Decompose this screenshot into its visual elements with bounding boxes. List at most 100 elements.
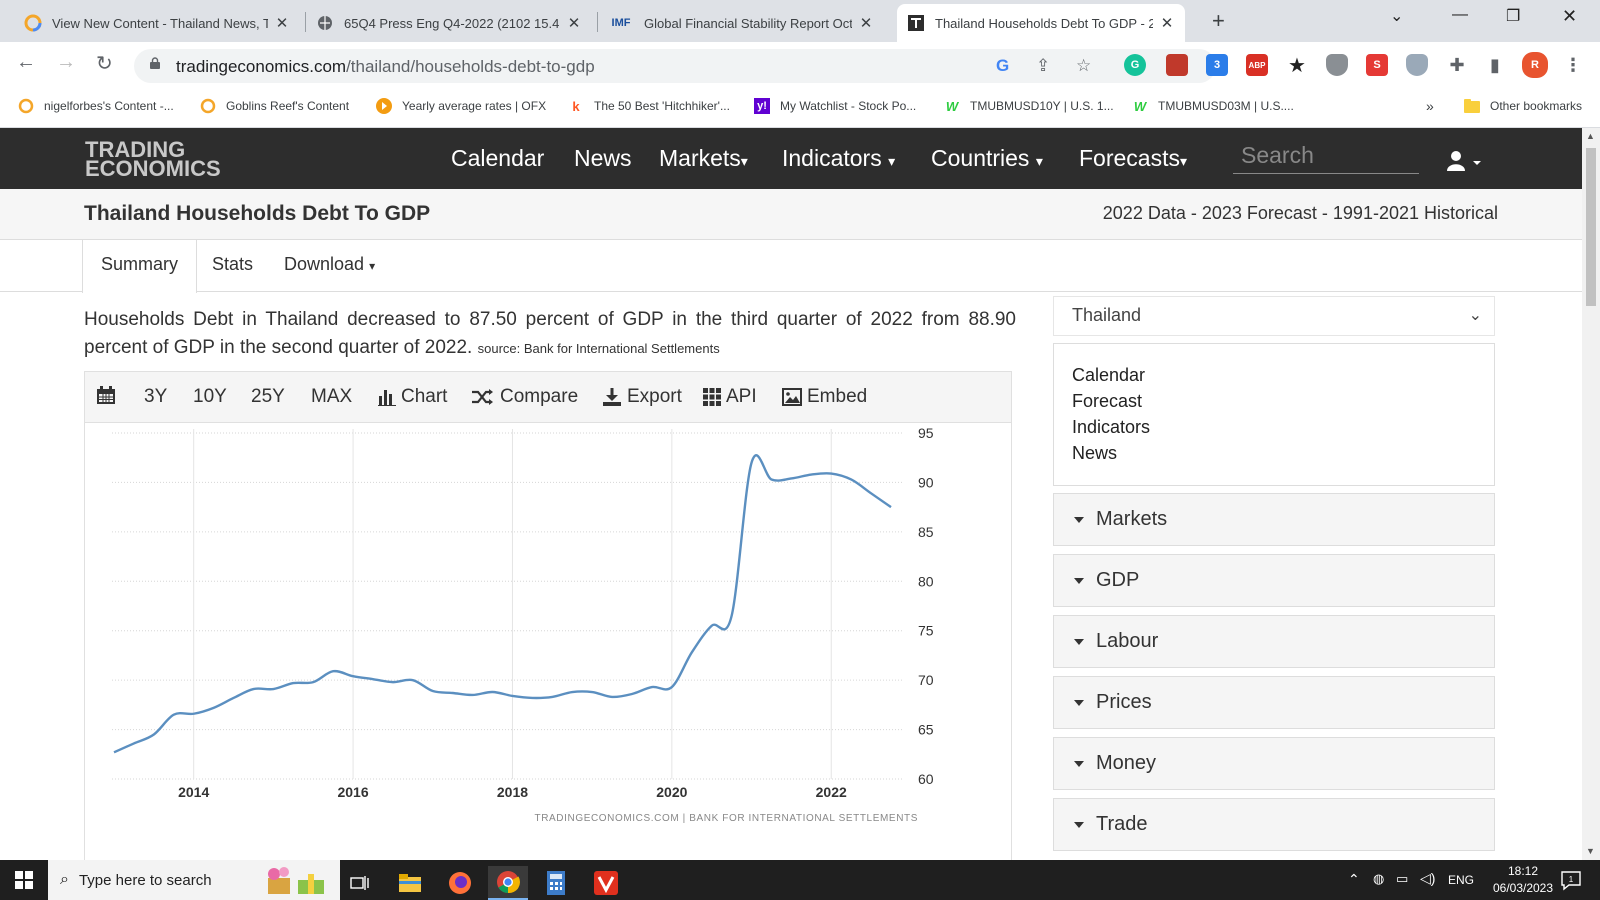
range-10y-button[interactable]: 10Y	[193, 386, 227, 407]
user-menu[interactable]	[1446, 150, 1482, 177]
chrome-icon[interactable]	[488, 866, 528, 900]
tab-strip: View New Content - Thailand News, Tra ✕ …	[0, 0, 1600, 42]
scroll-up-arrow[interactable]: ▲	[1586, 131, 1595, 141]
s-extension-icon[interactable]: S	[1366, 54, 1388, 76]
privacy-shield-icon[interactable]	[1406, 54, 1428, 76]
shield-icon[interactable]	[1326, 54, 1348, 76]
share-icon[interactable]: ⇪	[1036, 56, 1051, 75]
bookmark-item[interactable]: y! My Watchlist - Stock Po...	[754, 98, 916, 114]
page-scrollbar[interactable]: ▲ ▼	[1582, 128, 1600, 860]
tab-title: 65Q4 Press Eng Q4-2022 (2102 15.46).p	[344, 15, 560, 31]
window-close-icon[interactable]: ✕	[1562, 6, 1578, 26]
volume-icon[interactable]: ◁)	[1420, 870, 1436, 886]
meet-now-icon[interactable]: ◍	[1373, 871, 1385, 886]
country-select[interactable]: Thailand ⌄	[1053, 296, 1495, 336]
side-panel-icon[interactable]: ▮	[1490, 54, 1500, 75]
bookmark-item[interactable]: k The 50 Best 'Hitchhiker'...	[568, 98, 730, 114]
taskbar-search[interactable]: ⌕ Type here to search	[48, 860, 340, 900]
task-view-icon[interactable]	[340, 866, 380, 900]
new-tab-button[interactable]: +	[1212, 8, 1225, 33]
export-button[interactable]: Export	[602, 386, 682, 408]
side-link-indicators[interactable]: Indicators	[1072, 417, 1151, 437]
windows-start-icon[interactable]	[4, 863, 44, 897]
calculator-icon[interactable]	[536, 866, 576, 900]
star-extension-icon[interactable]: ★	[1288, 54, 1306, 77]
compare-button[interactable]: Compare	[471, 386, 578, 408]
accordion-trade[interactable]: Trade	[1053, 798, 1495, 851]
embed-button[interactable]: Embed	[782, 386, 867, 408]
menu-kebab-icon[interactable]: ⋮	[1564, 54, 1582, 75]
tab-thailand-debt[interactable]: Thailand Households Debt To GDP - 202 ✕	[897, 4, 1185, 42]
nav-markets[interactable]: Markets▾	[659, 145, 748, 171]
accordion-labour[interactable]: Labour	[1053, 615, 1495, 668]
accordion-money[interactable]: Money	[1053, 737, 1495, 790]
windows-taskbar: ⌕ Type here to search ⌃ ◍ ▭ ◁) ENG 18:12…	[0, 860, 1600, 900]
tab-stats[interactable]: Stats	[212, 254, 254, 274]
puzzle-extensions-icon[interactable]: ✚	[1449, 54, 1465, 75]
caret-down-icon: ▾	[1179, 153, 1188, 169]
minimize-icon[interactable]: —	[1452, 6, 1468, 23]
tab-press-release[interactable]: 65Q4 Press Eng Q4-2022 (2102 15.46).p ✕	[306, 4, 592, 42]
profile-avatar[interactable]: R	[1522, 52, 1548, 78]
scroll-down-arrow[interactable]: ▼	[1586, 846, 1595, 856]
address-bar[interactable]: tradingeconomics.com/thailand/households…	[134, 49, 1216, 83]
close-icon[interactable]: ✕	[859, 15, 873, 32]
vivaldi-icon[interactable]	[586, 866, 626, 900]
side-link-calendar[interactable]: Calendar	[1072, 365, 1146, 385]
close-icon[interactable]: ✕	[567, 15, 581, 32]
bookmark-item[interactable]: nigelforbes's Content -...	[18, 98, 174, 114]
bookmark-ext-icon[interactable]	[1166, 54, 1188, 76]
bookmark-item[interactable]: W TMUBMUSD03M | U.S....	[1133, 98, 1294, 114]
back-icon[interactable]: ←	[16, 51, 36, 73]
chart-type-button[interactable]: Chart	[378, 386, 447, 408]
api-button[interactable]: API	[703, 386, 757, 408]
nav-calendar[interactable]: Calendar	[451, 145, 545, 171]
country-links: Calendar Forecast Indicators News	[1053, 343, 1495, 486]
trading-economics-logo[interactable]: TRADING ECONOMICS	[85, 137, 221, 181]
bookmark-star-icon[interactable]: ☆	[1076, 56, 1092, 75]
restore-icon[interactable]: ❐	[1506, 8, 1521, 25]
site-search-input[interactable]: Search	[1233, 142, 1419, 174]
tab-download[interactable]: Download ▾	[284, 254, 376, 274]
language-indicator[interactable]: ENG	[1448, 873, 1475, 887]
tab-view-new-content[interactable]: View New Content - Thailand News, Tra ✕	[14, 4, 300, 42]
tab-summary[interactable]: Summary	[82, 240, 198, 293]
accordion-markets[interactable]: Markets	[1053, 493, 1495, 546]
adblock-plus-icon[interactable]: ABP	[1246, 54, 1268, 76]
clock[interactable]: 18:12 06/03/2023	[1490, 864, 1556, 895]
scroll-thumb[interactable]	[1586, 148, 1596, 306]
bookmark-item[interactable]: Yearly average rates | OFX	[376, 98, 546, 114]
firefox-icon[interactable]	[440, 866, 480, 900]
bookmark-item[interactable]: W TMUBMUSD10Y | U.S. 1...	[945, 98, 1114, 114]
close-icon[interactable]: ✕	[275, 15, 289, 32]
file-explorer-icon[interactable]	[390, 866, 430, 900]
circle-logo-icon	[200, 98, 216, 114]
tray-overflow-icon[interactable]: ⌃	[1348, 871, 1360, 887]
nav-news[interactable]: News	[574, 145, 632, 171]
side-link-forecast[interactable]: Forecast	[1072, 391, 1143, 411]
tab-search-icon[interactable]: ⌄	[1390, 8, 1404, 25]
notifications-icon[interactable]: 1	[1560, 869, 1582, 894]
network-icon[interactable]: ▭	[1396, 871, 1409, 886]
close-icon[interactable]: ✕	[1160, 15, 1174, 32]
nav-countries[interactable]: Countries ▾	[931, 145, 1043, 171]
gerry-extension-icon[interactable]: 3	[1206, 54, 1228, 76]
page-subtitle: 2022 Data - 2023 Forecast - 1991-2021 Hi…	[1102, 203, 1498, 223]
range-3y-button[interactable]: 3Y	[144, 386, 168, 407]
google-icon[interactable]: G	[996, 56, 1010, 75]
other-bookmarks[interactable]: Other bookmarks	[1464, 98, 1582, 114]
range-25y-button[interactable]: 25Y	[251, 386, 285, 407]
range-max-button[interactable]: MAX	[311, 386, 353, 407]
reload-icon[interactable]: ↻	[96, 53, 113, 75]
nav-forecasts[interactable]: Forecasts▾	[1079, 145, 1188, 171]
tab-imf-report[interactable]: IMF Global Financial Stability Report Oc…	[598, 4, 884, 42]
side-link-news[interactable]: News	[1072, 443, 1118, 463]
nav-indicators[interactable]: Indicators ▾	[782, 145, 896, 171]
accordion-prices[interactable]: Prices	[1053, 676, 1495, 729]
calendar-icon[interactable]	[97, 386, 120, 404]
grammarly-icon[interactable]: G	[1124, 54, 1146, 76]
bookmark-item[interactable]: Goblins Reef's Content	[200, 98, 349, 114]
bookmarks-overflow-button[interactable]: »	[1426, 98, 1434, 114]
forward-icon[interactable]: →	[56, 51, 76, 73]
accordion-gdp[interactable]: GDP	[1053, 554, 1495, 607]
